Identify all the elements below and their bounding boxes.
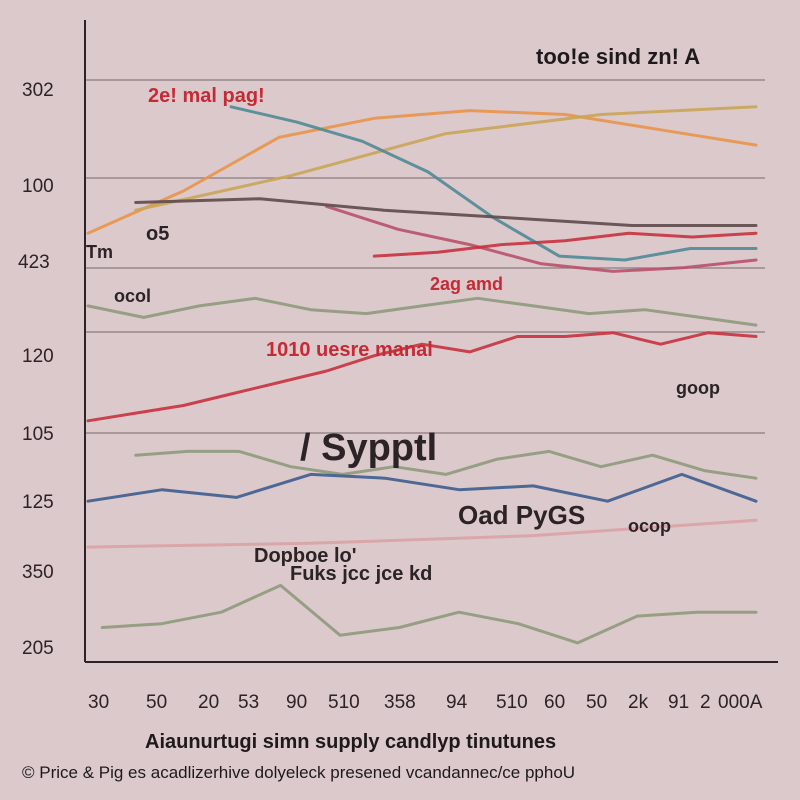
annotation: Oad PyGS [458,500,585,530]
y-tick-label: 350 [22,562,54,583]
annotation: 1010 uesre manal [266,339,433,361]
series-line-mauve-dip [325,204,758,273]
y-tick-label: 423 [18,252,50,273]
y-tick-label: 105 [22,424,54,445]
annotation: Dopboe lo' [254,545,357,567]
series-line-navy [86,472,758,503]
y-tick-labels: 302 100 423 120 105 125 350 205 [18,80,54,659]
x-tick-labels: 30 50 20 53 90 510 358 94 510 60 50 2k 9… [88,692,763,713]
x-tick-label: 2 [700,692,711,713]
series-line-olive-peak [134,105,758,212]
x-tick-label: 94 [446,692,468,713]
y-tick-label: 205 [22,638,54,659]
x-tick-label: 20 [198,692,219,713]
annotation: / Sypptl [300,427,437,469]
y-tick-label: 302 [22,80,54,101]
y-tick-label: 125 [22,492,54,513]
x-tick-label: 91 [668,692,689,713]
annotation: 2ag amd [430,274,503,294]
annotation: goop [676,378,720,398]
x-tick-label: 90 [286,692,307,713]
x-tick-label: 50 [146,692,167,713]
annotation: o5 [146,223,169,245]
y-tick-label: 100 [22,176,54,197]
x-tick-label: 50 [586,692,607,713]
series-layer [86,105,758,645]
x-tick-label: 2k [628,692,649,713]
annotation: Tm [86,242,113,262]
x-tick-label: 30 [88,692,109,713]
x-tick-label: 000A [718,692,763,713]
annotation: ocop [628,516,671,536]
x-tick-label: 510 [496,692,528,713]
x-tick-label: 358 [384,692,416,713]
chart-title: too!e sind zn! A [536,44,700,69]
x-axis-label: Aiaunurtugi simn supply candlyp tinutune… [145,731,556,753]
series-line-orange-rise [86,109,758,235]
annotations: 2e! mal pag! o5 Tm ocol 2ag amd 1010 ues… [86,85,720,585]
chart-caption: © Price & Pig es acadlizerhive dolyeleck… [22,763,575,782]
y-tick-label: 120 [22,346,54,367]
series-line-sage-lower [134,449,758,480]
series-line-sage-bottom [100,583,758,645]
x-tick-label: 510 [328,692,360,713]
series-line-dark-upper [134,197,758,227]
annotation: Fuks jcc jce kd [290,563,432,585]
series-line-pink-faint [86,518,758,549]
gridlines [85,79,765,434]
series-line-sage-mid [86,296,758,327]
series-line-red-rise [86,331,758,423]
annotation: ocol [114,286,151,306]
series-line-upper-red [372,231,758,258]
annotation: 2e! mal pag! [148,85,265,107]
x-tick-label: 53 [238,692,259,713]
x-tick-label: 60 [544,692,565,713]
